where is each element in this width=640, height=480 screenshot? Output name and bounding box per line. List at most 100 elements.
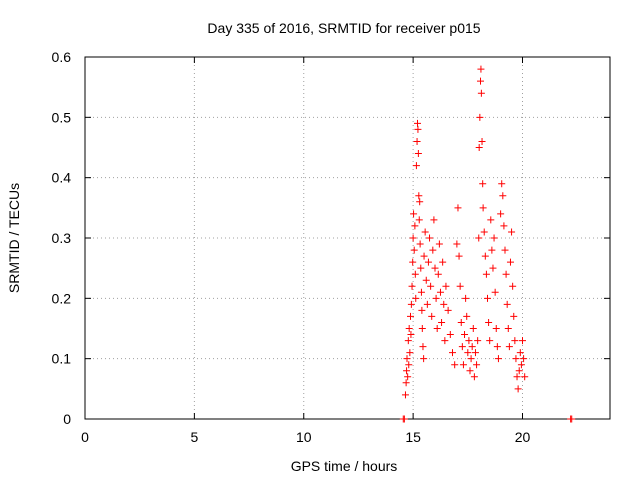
data-point <box>506 258 514 266</box>
data-point <box>403 355 411 363</box>
data-point <box>510 312 518 320</box>
y-tick-label: 0.6 <box>52 49 72 65</box>
data-point <box>568 415 576 423</box>
data-point <box>499 192 507 200</box>
data-point <box>479 204 487 212</box>
data-point <box>493 343 501 351</box>
grid-lines <box>85 57 610 419</box>
data-point <box>468 343 476 351</box>
data-point <box>420 252 428 260</box>
data-points <box>399 65 576 423</box>
data-point <box>477 89 485 97</box>
data-point <box>435 240 443 248</box>
data-point <box>422 276 430 284</box>
data-point <box>439 258 447 266</box>
data-point <box>477 77 484 85</box>
data-point <box>407 312 414 320</box>
data-point <box>474 337 482 345</box>
y-tick-label: 0.3 <box>52 230 72 246</box>
data-point <box>485 318 493 326</box>
data-point <box>400 415 408 423</box>
data-point <box>473 361 481 369</box>
data-point <box>401 391 409 399</box>
data-point <box>480 228 488 236</box>
data-point <box>404 373 412 381</box>
data-point <box>486 337 494 345</box>
plot-frame <box>84 56 611 420</box>
data-point <box>414 150 422 158</box>
data-point <box>416 198 424 206</box>
data-point <box>504 325 512 332</box>
x-tick-label: 10 <box>296 429 312 445</box>
data-point <box>407 331 415 339</box>
data-point <box>451 361 459 369</box>
data-point <box>409 234 417 242</box>
x-tick-label: 15 <box>405 429 421 445</box>
data-point <box>412 294 420 302</box>
data-point <box>505 343 513 351</box>
data-point <box>478 137 486 145</box>
data-point <box>408 282 416 290</box>
data-point <box>402 379 410 387</box>
data-point <box>516 349 524 357</box>
data-point <box>423 300 431 308</box>
data-point <box>459 361 467 369</box>
data-point <box>426 234 434 242</box>
data-point <box>512 355 520 363</box>
data-point <box>470 373 478 381</box>
data-point <box>456 282 464 290</box>
data-point <box>413 137 421 145</box>
data-point <box>421 228 429 236</box>
data-point <box>411 270 419 278</box>
data-point <box>497 210 505 218</box>
data-point <box>446 331 454 339</box>
data-point <box>453 240 461 248</box>
data-point <box>463 312 471 320</box>
data-point <box>476 113 484 121</box>
data-point <box>488 246 496 254</box>
data-point <box>414 125 422 133</box>
data-point <box>415 216 423 224</box>
x-tick-label: 0 <box>81 429 89 445</box>
data-point <box>410 246 418 254</box>
data-point <box>409 258 417 266</box>
data-point <box>498 180 506 188</box>
data-point <box>420 355 428 363</box>
data-point <box>434 270 442 278</box>
x-tick-label: 20 <box>515 429 531 445</box>
data-point <box>430 216 438 224</box>
y-tick-label: 0 <box>63 411 71 427</box>
data-point <box>482 270 490 278</box>
data-point <box>418 306 426 314</box>
data-point <box>466 367 474 375</box>
data-point <box>454 204 462 212</box>
data-point <box>471 349 479 357</box>
data-point <box>503 300 511 308</box>
y-axis-label: SRMTID / TECUs <box>6 183 22 293</box>
x-axis-label: GPS time / hours <box>291 458 398 474</box>
data-point <box>440 300 448 308</box>
data-point <box>432 294 440 302</box>
data-point <box>438 318 446 326</box>
data-point <box>500 222 508 230</box>
data-point <box>492 325 500 332</box>
data-point <box>406 349 414 357</box>
data-point <box>412 162 420 170</box>
data-point <box>520 355 528 363</box>
data-point <box>487 216 495 224</box>
data-point <box>475 144 483 151</box>
data-point <box>521 373 529 381</box>
x-tick-label: 5 <box>190 429 198 445</box>
axis-ticks: 0 5 10 15 20 0 0.1 0.2 0.3 0.4 0.5 0.6 <box>52 49 610 445</box>
data-point <box>433 325 441 332</box>
data-point <box>513 373 521 381</box>
y-tick-label: 0.2 <box>52 290 72 306</box>
data-point <box>429 246 437 254</box>
data-point <box>442 282 450 290</box>
data-point <box>501 246 509 254</box>
data-point <box>481 252 489 260</box>
chart-title: Day 335 of 2016, SRMTID for receiver p01… <box>207 20 480 36</box>
data-point <box>403 367 411 375</box>
data-point <box>436 288 444 296</box>
data-point <box>491 288 499 296</box>
